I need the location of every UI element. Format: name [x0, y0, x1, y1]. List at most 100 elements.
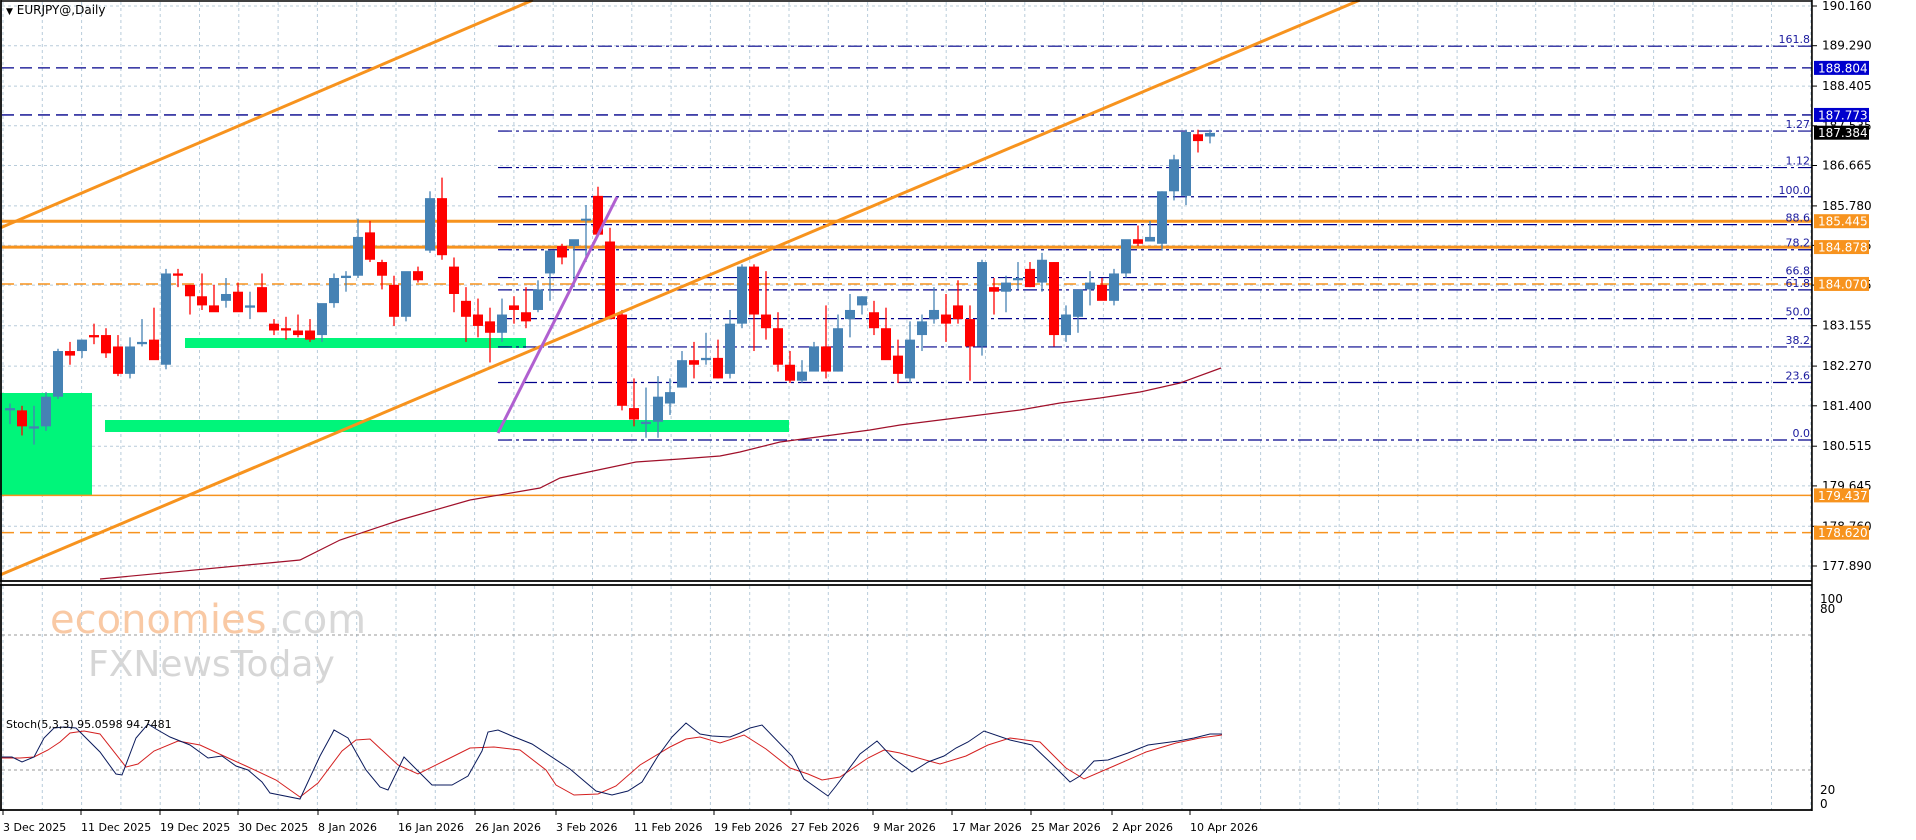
price-tick-label: 189.290 — [1822, 39, 1872, 53]
price-tag — [1814, 240, 1869, 255]
stoch-level-label: 100 — [1820, 592, 1843, 606]
price-tick-label: 181.400 — [1822, 399, 1872, 413]
bear-candle — [233, 291, 243, 313]
bear-candle — [377, 262, 387, 276]
price-tag-value: 187.384 — [1818, 126, 1868, 140]
orange-trendline — [0, 0, 534, 230]
price-tag — [1814, 60, 1869, 75]
bull-candle — [581, 218, 591, 221]
price-tick-label: 188.405 — [1822, 79, 1872, 93]
bear-candle — [953, 305, 963, 320]
bear-candle — [305, 330, 315, 340]
price-tag — [1814, 276, 1869, 291]
candlesticks — [5, 129, 1215, 445]
date-tick-label: 30 Dec 2025 — [238, 821, 308, 834]
bear-candle — [437, 198, 447, 256]
bull-candle — [1013, 278, 1023, 281]
bull-candle — [701, 357, 711, 361]
date-tick-label: 19 Dec 2025 — [160, 821, 230, 834]
bull-candle — [1037, 259, 1047, 283]
bull-candle — [5, 408, 15, 411]
bull-candle — [341, 275, 351, 279]
date-axis[interactable]: 3 Dec 2025 11 Dec 2025 19 Dec 2025 30 Dec 2… — [2, 810, 1258, 834]
bull-candle — [1001, 282, 1011, 292]
price-tag — [1814, 488, 1869, 503]
bull-candle — [725, 323, 735, 374]
bull-candle — [29, 426, 39, 429]
fib-level-label: 88.6 — [1786, 212, 1811, 225]
bull-candle — [737, 266, 747, 324]
bear-candle — [629, 408, 639, 420]
bear-candle — [365, 232, 375, 260]
bear-candle — [1097, 284, 1107, 301]
bull-candle — [797, 371, 807, 381]
support-zones — [0, 338, 789, 495]
bear-candle — [197, 296, 207, 306]
bull-candle — [677, 360, 687, 388]
price-tick-label: 180.515 — [1822, 439, 1872, 453]
bear-candle — [989, 287, 999, 292]
fib-level-label: 1.12 — [1786, 155, 1811, 168]
bull-candle — [41, 396, 51, 427]
bull-candle — [137, 341, 147, 345]
price-tick-label: 182.270 — [1822, 359, 1872, 373]
bull-candle — [977, 262, 987, 347]
bear-candle — [293, 330, 303, 336]
bull-candle — [929, 309, 939, 320]
bear-candle — [89, 335, 99, 338]
date-tick-label: 19 Feb 2026 — [714, 821, 782, 834]
collapse-triangle-icon[interactable]: ▼ — [6, 7, 13, 17]
bear-candle — [1133, 239, 1143, 244]
bull-candle — [905, 339, 915, 379]
date-tick-label: 2 Apr 2026 — [1112, 821, 1173, 834]
fib-level-label: 61.8 — [1786, 277, 1811, 290]
date-tick-label: 3 Feb 2026 — [556, 821, 617, 834]
bull-candle — [1085, 282, 1095, 290]
bull-candle — [161, 273, 171, 365]
bear-candle — [1193, 134, 1203, 142]
watermark-fxnewstoday: FXNewsToday — [88, 644, 335, 685]
date-tick-label: 16 Jan 2026 — [398, 821, 464, 834]
chart-title[interactable]: ▼ EURJPY@,Daily — [6, 3, 105, 17]
bear-candle — [761, 314, 771, 329]
bear-candle — [689, 360, 699, 365]
price-tag — [1814, 107, 1869, 122]
bear-candle — [749, 266, 759, 315]
grid — [2, 2, 1812, 810]
price-tag — [1814, 525, 1869, 540]
price-tag-value: 178.620 — [1818, 526, 1868, 540]
bull-candle — [833, 328, 843, 372]
bear-candle — [509, 305, 519, 310]
bear-candle — [785, 364, 795, 381]
bear-candle — [473, 314, 483, 326]
bull-candle — [545, 250, 555, 274]
fib-level-label: 50.0 — [1786, 306, 1811, 319]
fibonacci-retracement[interactable]: 161.8 1.27 1.12 100.0 88.6 78.2 66.861.8 50.0 38… — [498, 33, 1812, 441]
trendlines[interactable] — [0, 0, 1361, 577]
price-tag-value: 179.437 — [1818, 489, 1868, 503]
price-tag — [1814, 214, 1869, 229]
bull-candle — [77, 339, 87, 352]
price-tag-value: 185.445 — [1818, 215, 1868, 229]
stochastic-title: Stoch(5,3,3) 95.0598 94.7481 — [6, 718, 172, 731]
bull-candle — [125, 346, 135, 374]
watermark-economies: economies — [50, 597, 266, 643]
bear-candle — [413, 271, 423, 281]
bull-candle — [857, 296, 867, 306]
stoch-level-label: 0 — [1820, 797, 1828, 811]
fib-level-label: 78.2 — [1786, 237, 1811, 250]
bear-candle — [281, 328, 291, 331]
bear-candle — [713, 357, 723, 379]
date-tick-label: 10 Apr 2026 — [1190, 821, 1258, 834]
bear-candle — [881, 328, 891, 361]
bear-candle — [17, 410, 27, 427]
bull-candle — [329, 278, 339, 304]
watermark: economies .com FXNewsToday — [50, 597, 366, 685]
bull-candle — [917, 321, 927, 336]
bull-candle — [353, 236, 363, 276]
bull-candle — [845, 309, 855, 320]
date-tick-label: 26 Jan 2026 — [475, 821, 541, 834]
bear-candle — [101, 335, 111, 354]
